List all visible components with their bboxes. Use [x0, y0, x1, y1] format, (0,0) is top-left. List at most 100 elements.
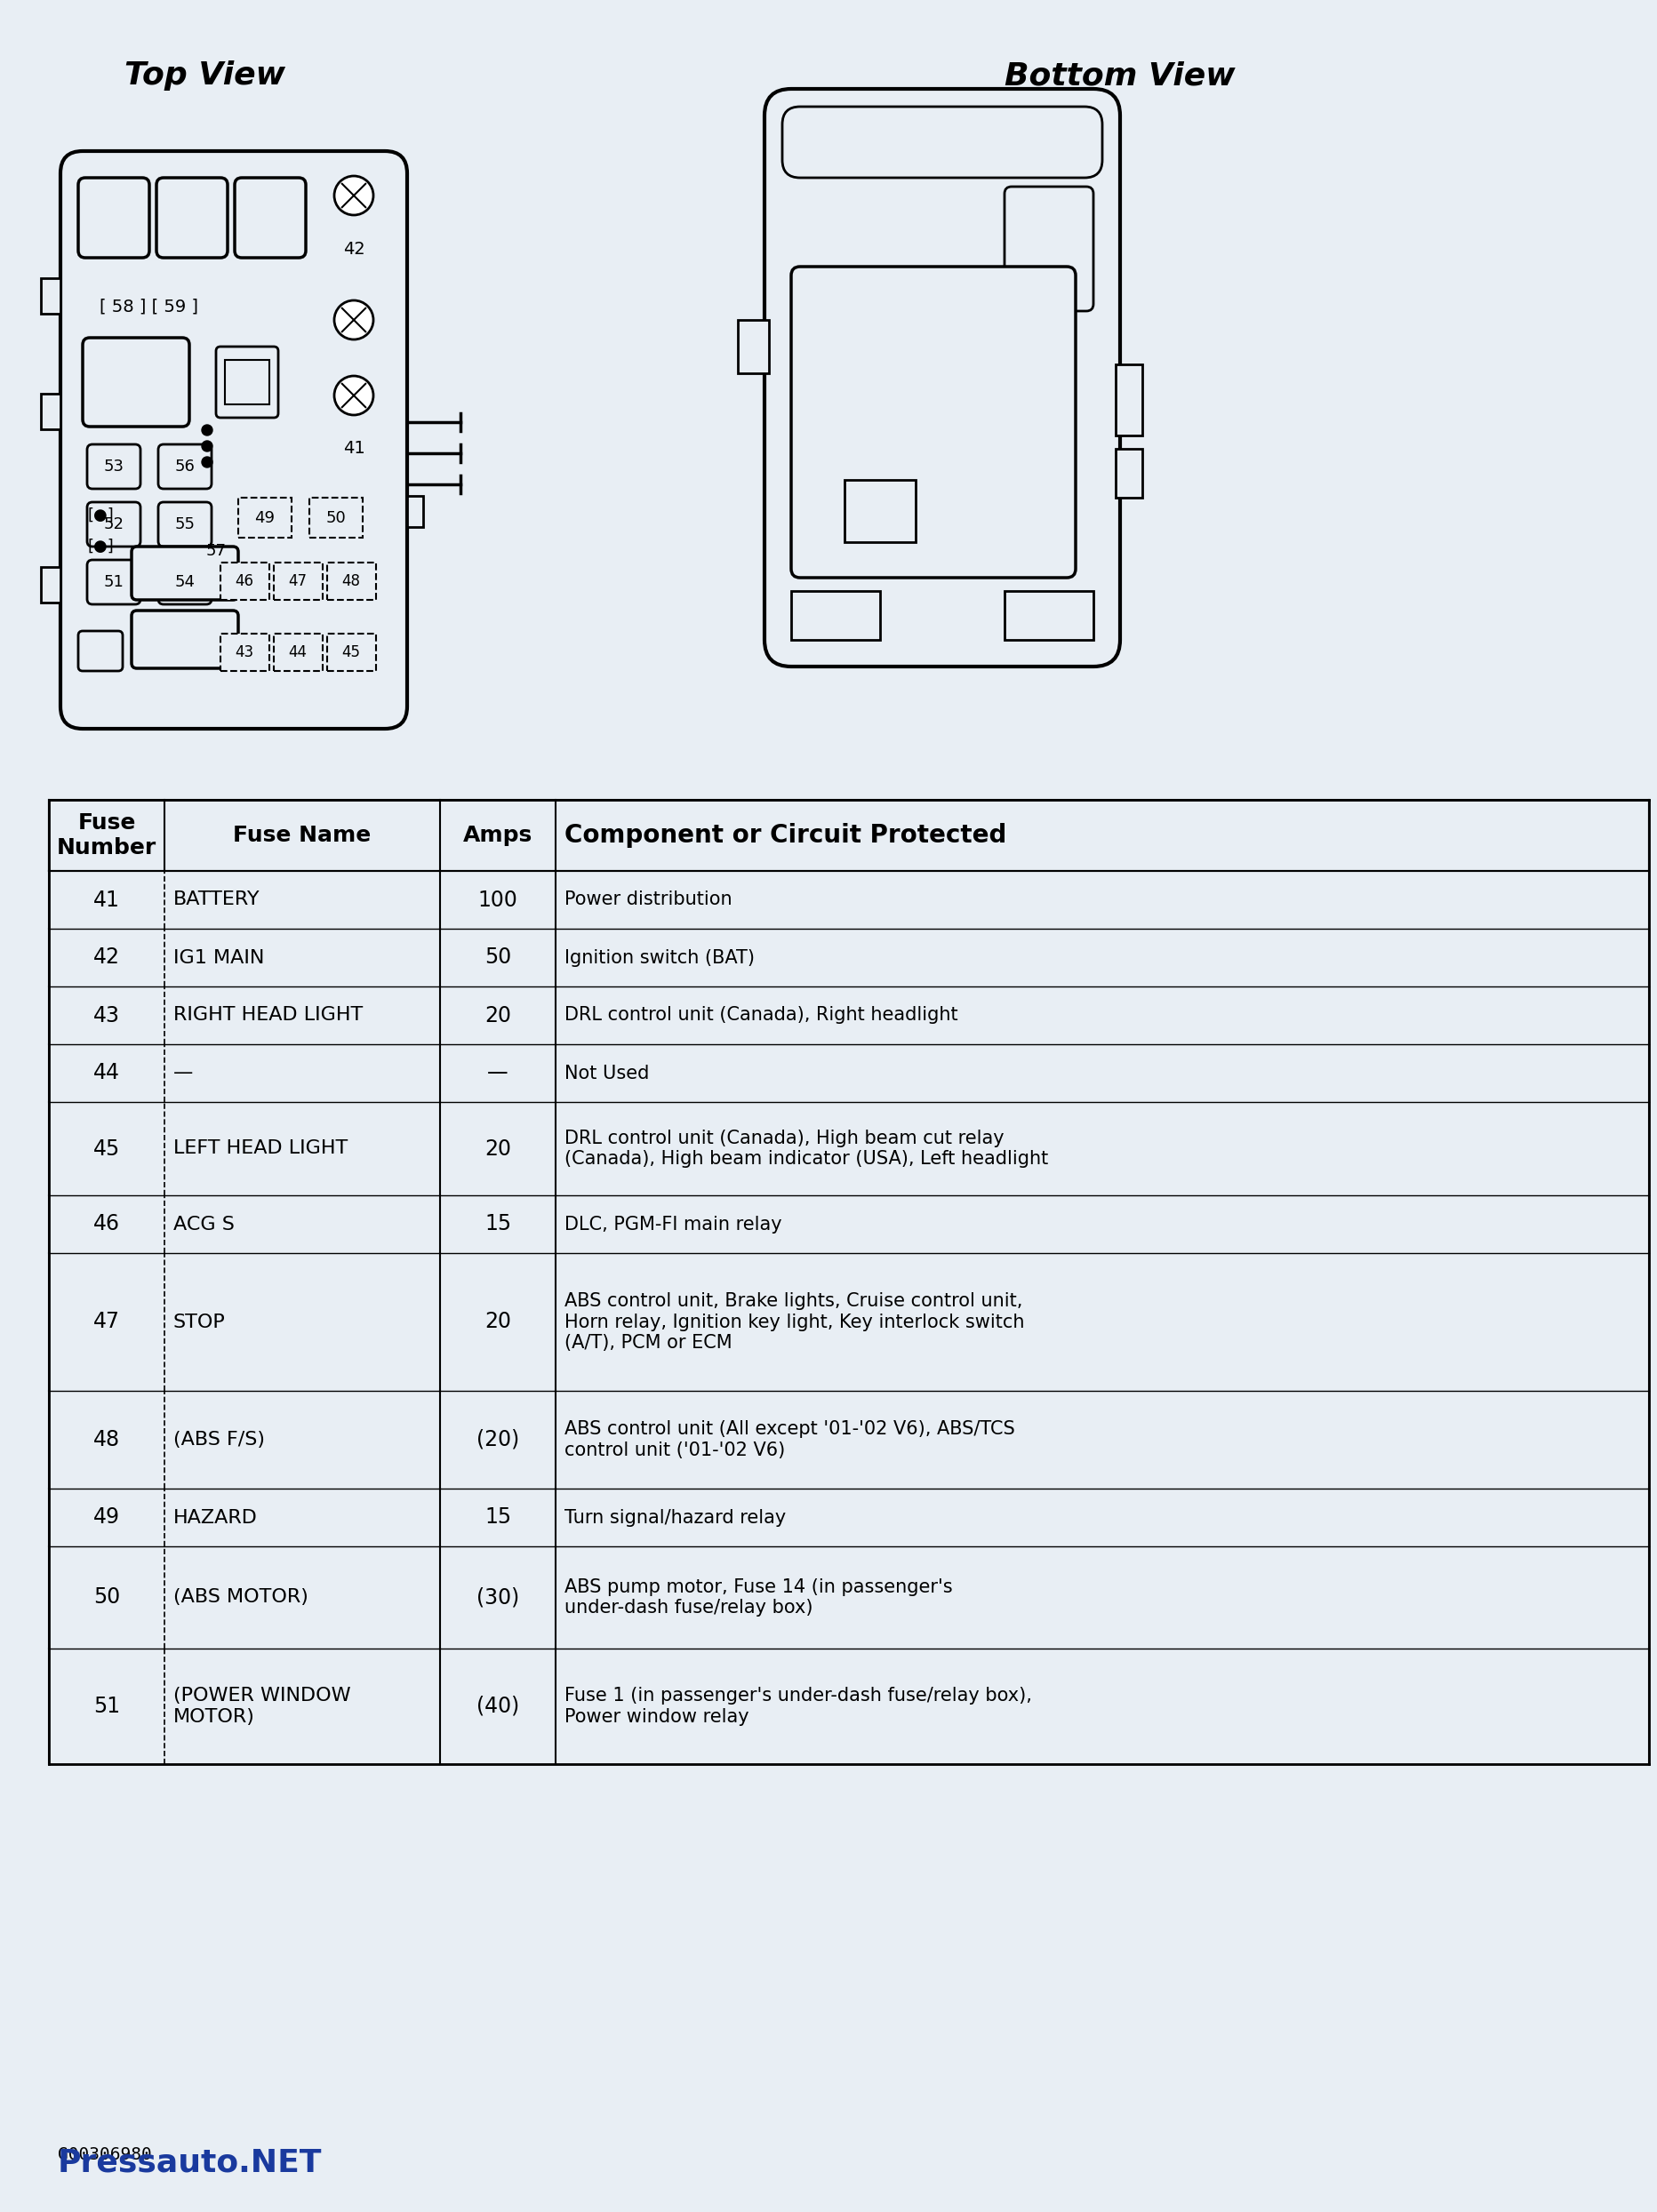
- Text: DRL control unit (Canada), Right headlight: DRL control unit (Canada), Right headlig…: [563, 1006, 958, 1024]
- Circle shape: [202, 458, 212, 467]
- Circle shape: [202, 440, 212, 451]
- FancyBboxPatch shape: [157, 560, 212, 604]
- Text: 15: 15: [484, 1506, 510, 1528]
- Bar: [41, 566, 60, 602]
- Text: 48: 48: [93, 1429, 119, 1451]
- FancyBboxPatch shape: [764, 88, 1120, 666]
- Bar: [326, 633, 376, 670]
- FancyBboxPatch shape: [88, 560, 141, 604]
- Text: 46: 46: [93, 1214, 119, 1234]
- FancyBboxPatch shape: [131, 611, 239, 668]
- FancyBboxPatch shape: [215, 347, 278, 418]
- Text: 20: 20: [484, 1312, 510, 1332]
- Text: Fuse
Number: Fuse Number: [56, 812, 156, 858]
- Circle shape: [335, 376, 373, 416]
- Text: 41: 41: [343, 440, 365, 458]
- Text: 51: 51: [93, 1697, 119, 1717]
- Text: 53: 53: [103, 458, 124, 476]
- Text: Component or Circuit Protected: Component or Circuit Protected: [563, 823, 1006, 847]
- Text: (ABS MOTOR): (ABS MOTOR): [174, 1588, 308, 1606]
- Bar: [408, 495, 423, 526]
- Text: 50: 50: [484, 947, 510, 969]
- Text: 20: 20: [484, 1004, 510, 1026]
- Text: G00306980: G00306980: [58, 2146, 152, 2163]
- Text: ABS pump motor, Fuse 14 (in passenger's
under-dash fuse/relay box): ABS pump motor, Fuse 14 (in passenger's …: [563, 1577, 953, 1617]
- FancyBboxPatch shape: [88, 502, 141, 546]
- Text: IG1 MAIN: IG1 MAIN: [174, 949, 263, 967]
- FancyBboxPatch shape: [131, 546, 239, 599]
- Text: 57: 57: [205, 542, 225, 560]
- Bar: [1115, 449, 1142, 498]
- Bar: [273, 633, 323, 670]
- FancyBboxPatch shape: [78, 177, 149, 259]
- FancyBboxPatch shape: [88, 445, 141, 489]
- Text: RIGHT HEAD LIGHT: RIGHT HEAD LIGHT: [174, 1006, 363, 1024]
- Text: DLC, PGM-FI main relay: DLC, PGM-FI main relay: [563, 1214, 782, 1232]
- Text: Ignition switch (BAT): Ignition switch (BAT): [563, 949, 754, 967]
- Bar: [1115, 365, 1142, 436]
- Text: 48: 48: [341, 573, 360, 588]
- Bar: [41, 279, 60, 314]
- Text: 44: 44: [93, 1062, 119, 1084]
- FancyBboxPatch shape: [1004, 186, 1094, 312]
- FancyBboxPatch shape: [83, 338, 189, 427]
- Circle shape: [335, 301, 373, 338]
- Text: —: —: [487, 1062, 509, 1084]
- Text: STOP: STOP: [174, 1314, 225, 1332]
- Bar: [48, 801, 1649, 872]
- Bar: [790, 591, 880, 639]
- Text: 50: 50: [93, 1586, 119, 1608]
- Bar: [41, 394, 60, 429]
- Text: [ 58 ] [ 59 ]: [ 58 ] [ 59 ]: [99, 299, 199, 314]
- Text: Not Used: Not Used: [563, 1064, 650, 1082]
- Text: 45: 45: [341, 644, 360, 661]
- Text: 52: 52: [103, 515, 124, 533]
- Text: 45: 45: [93, 1137, 119, 1159]
- Text: 43: 43: [93, 1004, 119, 1026]
- Text: 41: 41: [93, 889, 119, 911]
- Text: 100: 100: [477, 889, 517, 911]
- Text: 49: 49: [93, 1506, 119, 1528]
- FancyBboxPatch shape: [157, 502, 212, 546]
- Text: (20): (20): [476, 1429, 519, 1451]
- Text: ABS control unit, Brake lights, Cruise control unit,
Horn relay, Ignition key li: ABS control unit, Brake lights, Cruise c…: [563, 1292, 1024, 1352]
- Text: Top View: Top View: [124, 60, 285, 91]
- FancyBboxPatch shape: [78, 630, 123, 670]
- FancyBboxPatch shape: [156, 177, 227, 259]
- Text: 51: 51: [103, 575, 124, 591]
- Text: HAZARD: HAZARD: [174, 1509, 257, 1526]
- Bar: [1004, 591, 1094, 639]
- Text: 47: 47: [93, 1312, 119, 1332]
- Text: Power distribution: Power distribution: [563, 891, 732, 909]
- Text: 46: 46: [235, 573, 254, 588]
- Text: Fuse 1 (in passenger's under-dash fuse/relay box),
Power window relay: Fuse 1 (in passenger's under-dash fuse/r…: [563, 1688, 1031, 1725]
- Text: 49: 49: [255, 511, 275, 526]
- FancyBboxPatch shape: [235, 177, 305, 259]
- Bar: [843, 480, 915, 542]
- Text: —: —: [174, 1064, 194, 1082]
- Text: Turn signal/hazard relay: Turn signal/hazard relay: [563, 1509, 785, 1526]
- Circle shape: [335, 177, 373, 215]
- Text: 20: 20: [484, 1137, 510, 1159]
- Text: 42: 42: [93, 947, 119, 969]
- Bar: [220, 633, 268, 670]
- Text: Bottom View: Bottom View: [1004, 60, 1234, 91]
- FancyBboxPatch shape: [157, 445, 212, 489]
- Text: (ABS F/S): (ABS F/S): [174, 1431, 265, 1449]
- FancyBboxPatch shape: [60, 150, 408, 728]
- Text: 42: 42: [343, 241, 365, 257]
- Text: 55: 55: [174, 515, 196, 533]
- Text: 43: 43: [235, 644, 254, 661]
- Text: ABS control unit (All except '01-'02 V6), ABS/TCS
control unit ('01-'02 V6): ABS control unit (All except '01-'02 V6)…: [563, 1420, 1014, 1460]
- Text: 47: 47: [288, 573, 307, 588]
- Text: (30): (30): [476, 1586, 519, 1608]
- Bar: [326, 562, 376, 599]
- Bar: [225, 361, 268, 405]
- Text: 54: 54: [174, 575, 196, 591]
- Text: DRL control unit (Canada), High beam cut relay
(Canada), High beam indicator (US: DRL control unit (Canada), High beam cut…: [563, 1130, 1047, 1168]
- Text: (40): (40): [476, 1697, 519, 1717]
- Text: ACG S: ACG S: [174, 1214, 234, 1232]
- Text: [●]: [●]: [88, 538, 113, 555]
- Bar: [220, 562, 268, 599]
- FancyBboxPatch shape: [790, 268, 1075, 577]
